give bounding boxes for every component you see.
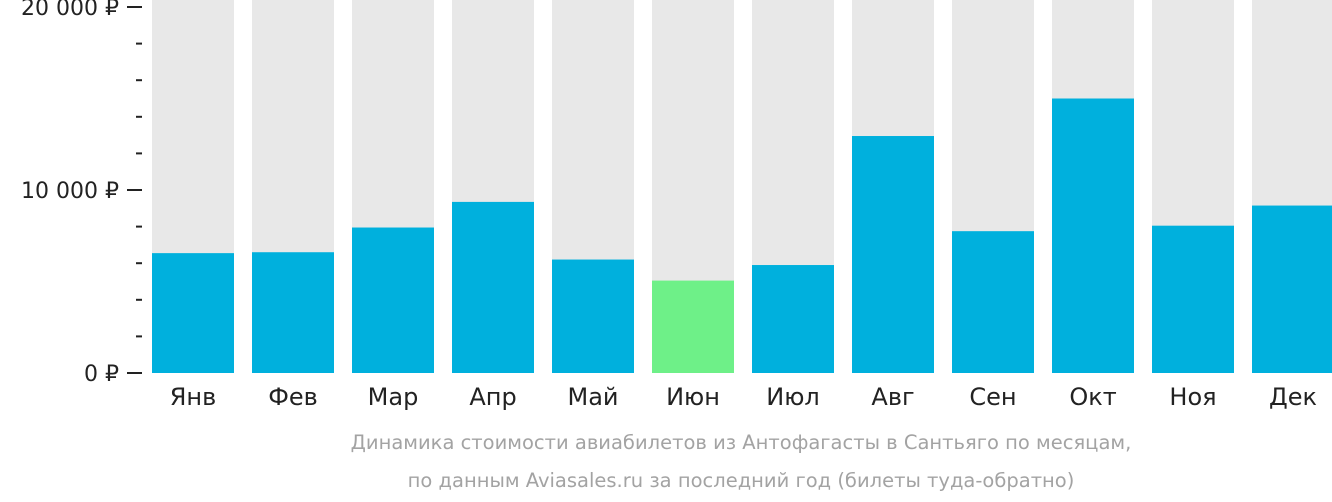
bar: [452, 201, 534, 373]
bar: [1152, 225, 1234, 373]
x-tick-label: Июн: [666, 383, 720, 411]
x-tick-label: Мар: [368, 383, 419, 411]
bar: [952, 231, 1034, 373]
bar: [752, 265, 834, 373]
x-tick-label: Апр: [469, 383, 516, 411]
x-tick-label: Авг: [871, 383, 914, 411]
y-tick-label: 20 000 ₽: [21, 0, 119, 21]
bars: [152, 98, 1332, 373]
bar: [352, 227, 434, 373]
bar-highlight: [652, 280, 734, 373]
bar: [1252, 205, 1332, 373]
x-tick-label: Фев: [268, 383, 318, 411]
bar: [152, 253, 234, 373]
bar: [252, 252, 334, 373]
x-tick-label: Июл: [766, 383, 820, 411]
x-tick-label: Ноя: [1169, 383, 1216, 411]
x-tick-label: Окт: [1069, 383, 1116, 411]
x-axis: Янв Фев Мар Апр Май Июн Июл Авг Сен Окт Ноя Дек: [170, 383, 1317, 411]
x-tick-label: Янв: [170, 383, 217, 411]
bar: [852, 136, 934, 373]
chart-caption-line-1: Динамика стоимости авиабилетов из Антофа…: [350, 431, 1132, 454]
x-tick-label: Сен: [969, 383, 1016, 411]
x-tick-label: Май: [567, 383, 618, 411]
x-tick-label: Дек: [1269, 383, 1317, 411]
chart-caption-line-2: по данным Aviasales.ru за последний год …: [407, 469, 1075, 492]
y-tick-label: 0 ₽: [84, 362, 119, 387]
bar: [552, 259, 634, 373]
y-axis: 0 ₽ 10 000 ₽ 20 000 ₽: [21, 0, 142, 387]
bar: [1052, 98, 1134, 373]
y-tick-label: 10 000 ₽: [21, 179, 119, 204]
